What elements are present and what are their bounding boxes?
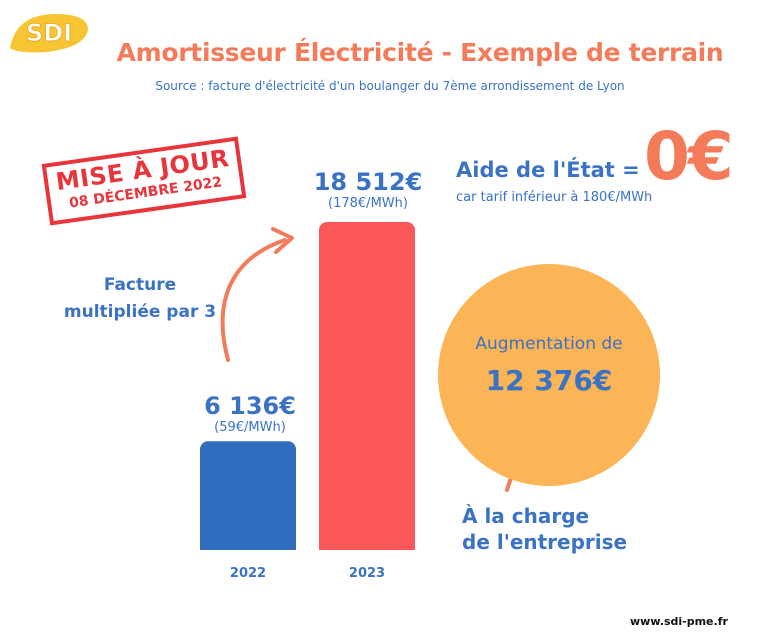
bar-2022 <box>200 441 296 556</box>
charge-note: À la charge de l'entreprise <box>462 503 662 555</box>
bar-value-label-2022: 6 136€ <box>204 392 296 420</box>
increase-value: 12 376€ <box>485 364 613 397</box>
curved-arrow-head <box>271 227 294 254</box>
category-label-2022: 2022 <box>229 566 267 581</box>
charge-note-line1: À la charge <box>462 504 590 528</box>
page-title: Amortisseur Électricité - Exemple de ter… <box>116 38 724 67</box>
bar-value-label-2023: 18 512€ <box>313 168 423 196</box>
curved-arrow <box>220 238 287 362</box>
category-label-2023: 2023 <box>348 566 386 581</box>
aide-label: Aide de l'État = <box>456 158 640 182</box>
aide-note: car tarif inférieur à 180€/MWh <box>456 190 653 205</box>
bar-2023 <box>319 222 415 556</box>
facture-note-line1: Facture <box>103 275 177 295</box>
aide-value: 0€ <box>644 118 734 195</box>
bar-sub-label-2023: (178€/MWh) <box>328 196 408 211</box>
facture-multiplied-note: Facture multipliée par 3 <box>40 272 240 326</box>
increase-circle <box>438 264 660 486</box>
sdi-logo: SDI <box>10 14 88 53</box>
facture-note-line2: multipliée par 3 <box>63 302 217 322</box>
logo-text: SDI <box>26 19 72 47</box>
increase-label: Augmentation de <box>475 334 623 354</box>
bars-group <box>180 222 440 560</box>
bar-sub-label-2022: (59€/MWh) <box>214 420 286 435</box>
charge-note-line2: de l'entreprise <box>462 530 628 554</box>
page-subtitle: Source : facture d'électricité d'un boul… <box>155 79 625 93</box>
footer-url: www.sdi-pme.fr <box>630 615 728 628</box>
bar-baseline-mask <box>180 550 440 560</box>
